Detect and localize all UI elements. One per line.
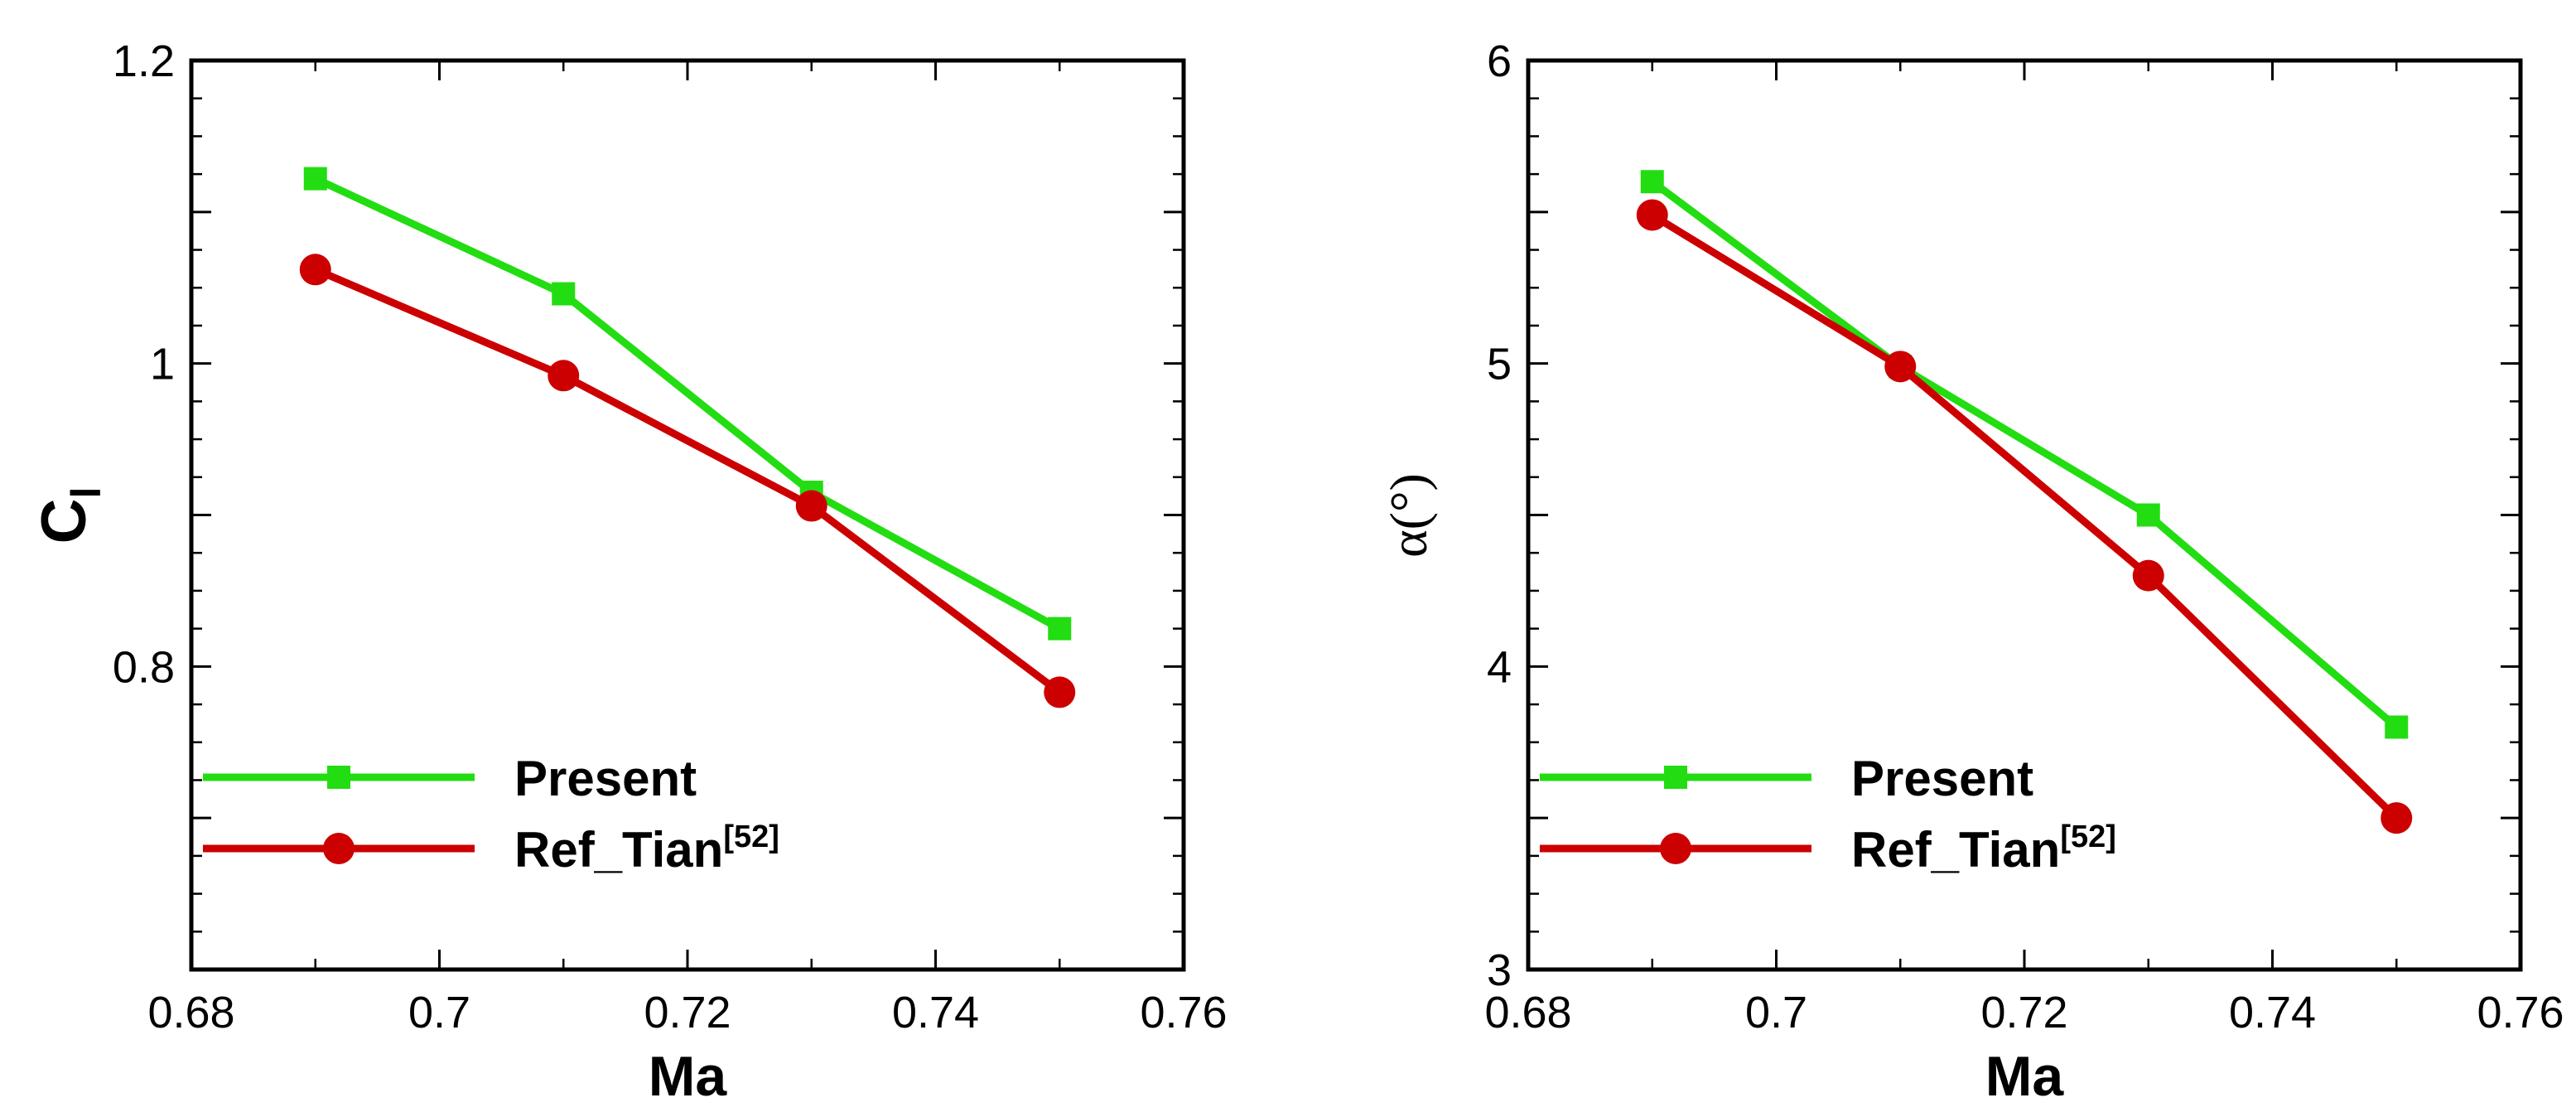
legend-label-main: Present — [514, 751, 697, 806]
cl-data-point-reference — [795, 490, 827, 522]
cl-x-tick-label: 0.72 — [644, 988, 731, 1037]
legend-label-superscript: [52] — [723, 820, 779, 854]
cl-series-line-present — [313, 175, 1062, 632]
alpha-data-point-present — [2136, 503, 2160, 527]
legend-label-main: Ref_Tian — [1851, 822, 2060, 878]
alpha-series-line-reference — [1650, 211, 2400, 821]
cl-y-axis-label-sub: l — [63, 487, 109, 499]
alpha-x-tick-label: 0.68 — [1484, 988, 1571, 1037]
cl-data-point-reference — [548, 360, 580, 392]
cl-x-axis-label: Ma — [649, 1045, 728, 1108]
cl-y-tick-label: 1 — [150, 340, 175, 389]
cl-data-point-reference — [299, 254, 331, 286]
cl-y-tick-label: 1.2 — [113, 36, 175, 86]
alpha-legend-marker-reference — [1660, 833, 1691, 864]
alpha-x-tick-label: 0.76 — [2477, 988, 2564, 1037]
cl-legend-marker-present — [327, 766, 350, 789]
alpha-x-tick-label: 0.7 — [1745, 988, 1807, 1037]
alpha-legend-marker-present — [1664, 766, 1687, 789]
alpha-x-tick-label: 0.72 — [1980, 988, 2067, 1037]
cl-y-axis-label-main: C — [29, 499, 99, 544]
alpha-y-tick-label: 3 — [1487, 945, 1512, 995]
cl-data-point-reference — [1044, 676, 1076, 708]
alpha-series-line-present — [1650, 178, 2400, 730]
cl-chart-frame — [189, 58, 1186, 972]
alpha-chart-tick-labels: 0.68 0.7 0.72 0.74 0.76 3 4 5 6 — [1484, 36, 2564, 1037]
cl-legend-label-reference: Ref_Tian[52] — [514, 820, 779, 878]
cl-chart-series — [299, 167, 1076, 708]
legend-label-main: Present — [1851, 751, 2033, 806]
alpha-y-tick-label: 5 — [1487, 340, 1512, 389]
cl-data-point-present — [1048, 617, 1072, 641]
cl-data-point-present — [552, 282, 576, 306]
alpha-chart-series — [1636, 170, 2413, 834]
cl-chart-tick-labels: 0.68 0.7 0.72 0.74 0.76 0.8 1 1.2 — [113, 36, 1228, 1037]
alpha-legend-label-present: Present — [1851, 751, 2033, 806]
alpha-data-point-present — [1640, 170, 1664, 194]
alpha-x-tick-label: 0.74 — [2229, 988, 2316, 1037]
alpha-x-axis-label: Ma — [1985, 1045, 2065, 1108]
alpha-legend-label-reference: Ref_Tian[52] — [1851, 820, 2116, 878]
alpha-y-tick-label: 4 — [1487, 642, 1512, 692]
alpha-data-point-reference — [2132, 559, 2164, 592]
cl-legend-label-present: Present — [514, 751, 697, 806]
cl-x-tick-label: 0.68 — [147, 988, 234, 1037]
cl-x-tick-label: 0.74 — [892, 988, 979, 1037]
alpha-y-tick-label: 6 — [1487, 36, 1512, 86]
cl-legend-marker-reference — [323, 833, 355, 864]
cl-series-line-reference — [313, 266, 1062, 696]
alpha-data-point-reference — [1636, 199, 1668, 231]
cl-data-point-present — [303, 167, 327, 191]
alpha-chart-panel: 0.68 0.7 0.72 0.74 0.76 3 4 5 6 Ma α(°) Present R… — [1379, 36, 2564, 1108]
legend-label-main: Ref_Tian — [514, 822, 723, 878]
alpha-y-axis-label-text: α(°) — [1379, 473, 1438, 558]
alpha-chart-frame — [1526, 58, 2523, 972]
legend-label-superscript: [52] — [2060, 820, 2116, 854]
cl-y-axis-label: Cl — [29, 487, 109, 544]
cl-x-tick-label: 0.7 — [408, 988, 470, 1037]
alpha-data-point-reference — [2381, 802, 2413, 834]
alpha-data-point-present — [2385, 715, 2409, 739]
svg-text:Cl: Cl — [29, 487, 109, 544]
cl-chart-panel: 0.68 0.7 0.72 0.74 0.76 0.8 1 1.2 Ma Cl Present… — [29, 36, 1228, 1108]
cl-chart-legend: Present Ref_Tian[52] — [203, 751, 779, 878]
alpha-chart-legend: Present Ref_Tian[52] — [1540, 751, 2116, 878]
cl-y-tick-label: 0.8 — [113, 642, 175, 692]
cl-x-tick-label: 0.76 — [1140, 988, 1227, 1037]
alpha-data-point-reference — [1884, 351, 1917, 383]
alpha-y-axis-label: α(°) — [1379, 473, 1438, 558]
